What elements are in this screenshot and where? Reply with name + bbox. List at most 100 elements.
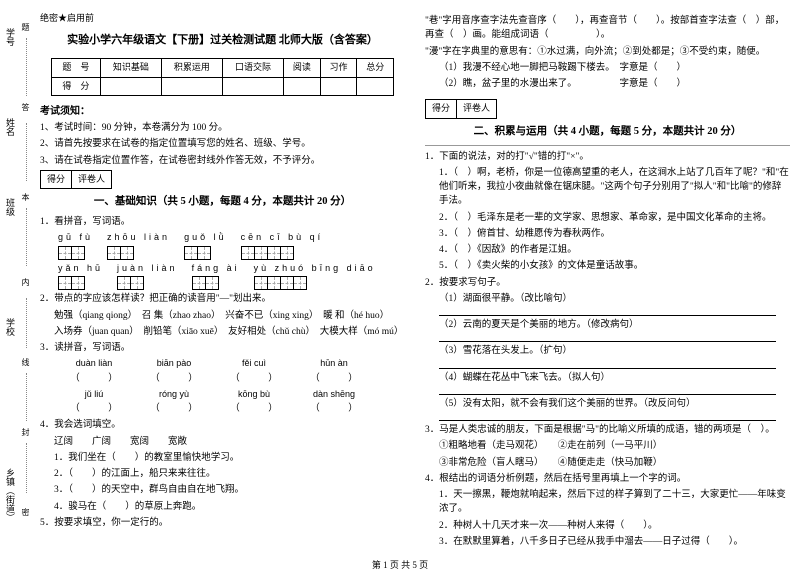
q2-1-l3: 3．（ ）俯首甘、幼稚愿传为春秋两作。 xyxy=(439,227,790,241)
q1-4-words: 辽阔 广阔 宽阔 宽敞 xyxy=(54,435,405,449)
side-hint-1: 答 xyxy=(20,103,31,111)
side-hint-5: 封 xyxy=(20,428,31,436)
q2-2-l2: （2）云南的夏天是个美丽的地方。（修改病句） xyxy=(439,318,790,332)
right-top-3: （1）我漫不经心地一脚把马鞍踢下楼去。 字意是（ ） xyxy=(439,61,790,75)
tianzige[interactable] xyxy=(192,276,240,290)
side-label-name: 姓名 xyxy=(4,118,17,136)
q1-4-l3: 3．（ ）的天空中，群鸟自由自在地飞翔。 xyxy=(54,483,405,497)
pinyin-block: juàn liàn xyxy=(117,262,178,291)
q2-2-l1: （1）湖面很平静。（改比喻句） xyxy=(439,292,790,306)
th-6: 总分 xyxy=(357,59,394,78)
seal-line-6 xyxy=(26,443,27,493)
pinyin-block: cēn cī bù qí xyxy=(241,231,324,260)
td-0: 得 分 xyxy=(51,77,100,96)
answer-line[interactable] xyxy=(439,308,776,316)
table-row: 得 分 xyxy=(51,77,393,96)
q1-3-row1: duàn liàn（ ）biān pào（ ）fěi cuì（ ）hūn àn（… xyxy=(54,357,405,386)
notice-title: 考试须知： xyxy=(40,104,405,119)
seal-line-4 xyxy=(26,298,27,348)
pinyin-block: gū fù xyxy=(58,231,93,260)
q2-4-l2: 2．种树人十几天才来一次——种树人来得（ ）。 xyxy=(439,519,790,533)
td-5[interactable] xyxy=(320,77,357,96)
pinyin-text: guǒ lǜ xyxy=(184,231,227,245)
pinyin-text: gū fù xyxy=(58,231,93,245)
pinyin-block: fáng ài xyxy=(192,262,240,291)
section2-title: 二、积累与运用（共 4 小题，每题 5 分，本题共计 20 分） xyxy=(425,124,790,140)
q2-1-l4: 4．（ ）《因敌》的作者是江姐。 xyxy=(439,243,790,257)
tianzige[interactable] xyxy=(58,276,103,290)
q1-4-l1: 1．我们坐在（ ）的教室里愉快地学习。 xyxy=(54,451,405,465)
tianzige[interactable] xyxy=(58,246,93,260)
pinyin-block: guǒ lǜ xyxy=(184,231,227,260)
tianzige[interactable] xyxy=(107,246,170,260)
td-2[interactable] xyxy=(161,77,222,96)
page-container: 绝密★启用前 实验小学六年级语文【下册】过关检测试题 北师大版（含答案） 题 号… xyxy=(30,8,800,548)
q1-1: 1．看拼音，写词语。 xyxy=(40,215,405,229)
notice-2: 2、请首先按要求在试卷的指定位置填写您的姓名、班级、学号。 xyxy=(40,137,405,151)
side-label-town: 乡镇（街道） xyxy=(4,468,17,522)
exam-title: 实验小学六年级语文【下册】过关检测试题 北师大版（含答案） xyxy=(40,32,405,49)
pinyin-row-1: gū fù zhōu liàn guǒ lǜ cēn cī bù qí xyxy=(58,231,405,260)
tianzige[interactable] xyxy=(241,246,324,260)
tianzige[interactable] xyxy=(117,276,178,290)
notice-1: 1、考试时间：90 分钟，本卷满分为 100 分。 xyxy=(40,121,405,135)
pinyin-block: yǎn hū xyxy=(58,262,103,291)
q1-3: 3．读拼音，写词语。 xyxy=(40,341,405,355)
right-top-4: （2）瞧，盆子里的水漫出来了。 字意是（ ） xyxy=(439,77,790,91)
th-5: 习作 xyxy=(320,59,357,78)
q2-2-l3: （3）雪花落在头发上。（扩句） xyxy=(439,344,790,358)
td-3[interactable] xyxy=(222,77,283,96)
th-2: 积累运用 xyxy=(161,59,222,78)
side-hint-2: 本 xyxy=(20,193,31,201)
q1-3-row2: jǔ liú（ ）róng yù（ ）kōng bù（ ）dàn shēng（ … xyxy=(54,388,405,417)
rater-box-1: 得分评卷人 xyxy=(40,170,112,190)
section1-title: 一、基础知识（共 5 小题，每题 4 分，本题共计 20 分） xyxy=(40,194,405,210)
q1-5: 5．按要求填空，你一定行的。 xyxy=(40,516,405,530)
score-table: 题 号 知识基础 积累运用 口语交际 阅读 习作 总分 得 分 xyxy=(51,58,394,96)
q2-1-l2: 2．（ ）毛泽东是老一辈的文学家、思想家、革命家，是中国文化革命的主将。 xyxy=(439,211,790,225)
q1-4-l2: 2．（ ）的江面上，船只来来往往。 xyxy=(54,467,405,481)
tianzige[interactable] xyxy=(184,246,227,260)
seal-line-3 xyxy=(26,208,27,266)
td-4[interactable] xyxy=(284,77,321,96)
answer-line[interactable] xyxy=(439,334,776,342)
table-row: 题 号 知识基础 积累运用 口语交际 阅读 习作 总分 xyxy=(51,59,393,78)
q1-4: 4．我会选词填空。 xyxy=(40,418,405,432)
q2-3-l2: ③非常危险（盲人瞎马） ④随便走走（快马加鞭） xyxy=(439,456,790,470)
td-1[interactable] xyxy=(100,77,161,96)
confidential-label: 绝密★启用前 xyxy=(40,12,405,26)
divider xyxy=(425,145,790,146)
notice-3: 3、请在试卷指定位置作答，在试卷密封线外作答无效，不予评分。 xyxy=(40,154,405,168)
th-1: 知识基础 xyxy=(100,59,161,78)
answer-line[interactable] xyxy=(439,413,776,421)
tianzige[interactable] xyxy=(254,276,376,290)
answer-line[interactable] xyxy=(439,361,776,369)
pinyin-text: juàn liàn xyxy=(117,262,178,276)
right-top-2: "漫"字在字典里的意思有：①水过满，向外流；②到处都是；③不受约束，随便。 xyxy=(425,45,790,59)
pinyin-row-2: yǎn hū juàn liàn fáng ài yù zhuó bīng diāo xyxy=(58,262,405,291)
pinyin-text: cēn cī bù qí xyxy=(241,231,324,245)
q2-4: 4．根结出的词语分析例题，然后在括号里再填上一个字的词。 xyxy=(425,472,790,486)
q2-2-l5: （5）没有太阳，就不会有我们这个美丽的世界。（改反问句） xyxy=(439,397,790,411)
side-label-id: 学号 xyxy=(4,28,17,46)
q1-2-line1: 勉强（qiang qiong） 召 集（zhao zhao） 兴奋不已（xing… xyxy=(54,309,405,323)
q2-3: 3．马是人类忠诚的朋友，下面是根据"马"的比喻义所填的成语，错的两项是（ ）。 xyxy=(425,423,790,437)
right-column: "巷"字用音序查字法先查音序（ ），再查音节（ ）。按部首查字法查（ ）部，再查… xyxy=(415,8,800,548)
rater-score: 得分 xyxy=(41,171,72,190)
td-6[interactable] xyxy=(357,77,394,96)
th-4: 阅读 xyxy=(284,59,321,78)
pinyin-text: fáng ài xyxy=(192,262,240,276)
th-0: 题 号 xyxy=(51,59,100,78)
q1-2: 2．带点的字应该怎样读？把正确的读音用"—"划出来。 xyxy=(40,292,405,306)
seal-line-2 xyxy=(26,123,27,181)
th-3: 口语交际 xyxy=(222,59,283,78)
left-column: 绝密★启用前 实验小学六年级语文【下册】过关检测试题 北师大版（含答案） 题 号… xyxy=(30,8,415,548)
binding-sidebar: 学号 姓名 班级 学校 乡镇（街道） 题 答 本 内 线 封 密 xyxy=(0,8,30,548)
side-hint-6: 密 xyxy=(20,508,31,516)
pinyin-text: yù zhuó bīng diāo xyxy=(254,262,376,276)
pinyin-text: yǎn hū xyxy=(58,262,103,276)
pinyin-block: zhōu liàn xyxy=(107,231,170,260)
answer-line[interactable] xyxy=(439,387,776,395)
side-hint-0: 题 xyxy=(20,23,31,31)
side-hint-4: 线 xyxy=(20,358,31,366)
